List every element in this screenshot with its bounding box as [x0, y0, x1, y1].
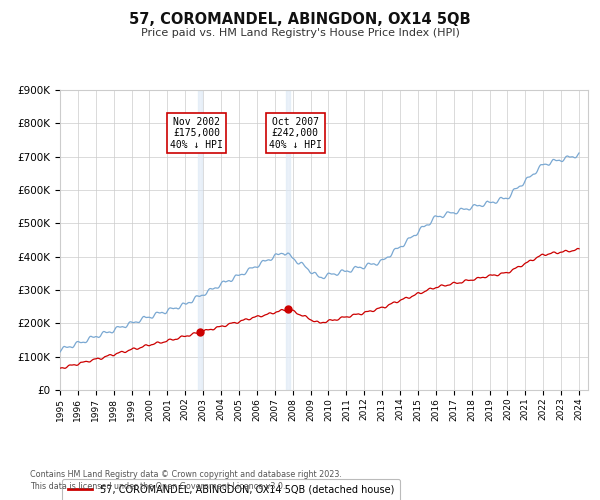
- Bar: [286, 90, 290, 390]
- Text: Oct 2007
£242,000
40% ↓ HPI: Oct 2007 £242,000 40% ↓ HPI: [269, 116, 322, 150]
- Text: Price paid vs. HM Land Registry's House Price Index (HPI): Price paid vs. HM Land Registry's House …: [140, 28, 460, 38]
- Bar: [198, 90, 202, 390]
- Text: Nov 2002
£175,000
40% ↓ HPI: Nov 2002 £175,000 40% ↓ HPI: [170, 116, 223, 150]
- Text: This data is licensed under the Open Government Licence v3.0.: This data is licensed under the Open Gov…: [30, 482, 286, 491]
- Text: 57, COROMANDEL, ABINGDON, OX14 5QB: 57, COROMANDEL, ABINGDON, OX14 5QB: [129, 12, 471, 28]
- Text: Contains HM Land Registry data © Crown copyright and database right 2023.: Contains HM Land Registry data © Crown c…: [30, 470, 342, 479]
- Legend: 57, COROMANDEL, ABINGDON, OX14 5QB (detached house), HPI: Average price, detache: 57, COROMANDEL, ABINGDON, OX14 5QB (deta…: [62, 479, 400, 500]
